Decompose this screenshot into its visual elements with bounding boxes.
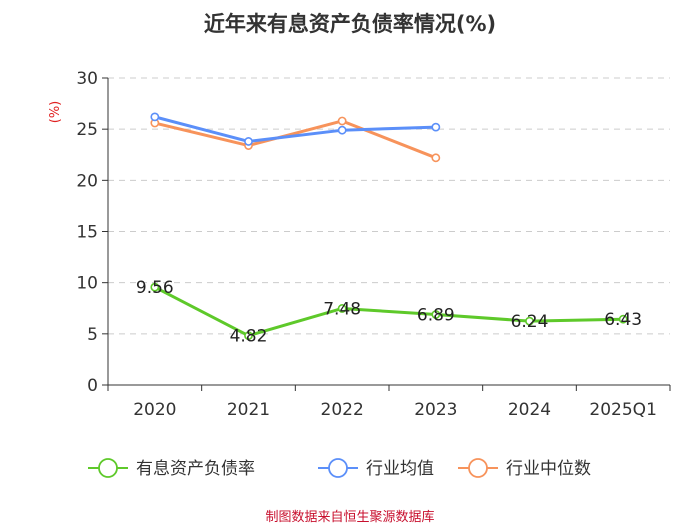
point-s0-2021: [244, 331, 253, 341]
legend-marker-2: [468, 458, 488, 478]
y-tick-label-20: 20: [76, 171, 98, 191]
x-tick-label-2020: 2020: [133, 400, 176, 420]
legend-marker-0: [98, 458, 118, 478]
x-tick-labels: 2020 2021 2022 2023 2024 2025Q1: [133, 400, 657, 420]
x-tick-label-2024: 2024: [508, 400, 551, 420]
data-label-2020: 9.56: [136, 278, 174, 298]
y-tick-label-10: 10: [76, 274, 98, 294]
point-s0-2024: [525, 316, 534, 326]
y-axis-label: (%): [48, 101, 63, 124]
point-s0-2022: [337, 304, 347, 313]
y-tick-label-30: 30: [76, 69, 98, 89]
data-label-2021: 4.82: [230, 327, 268, 347]
y-tick-labels: 0 5 10 15 20 25 30: [76, 69, 98, 396]
y-tick-label-25: 25: [76, 120, 98, 140]
legend-marker-1: [328, 458, 348, 478]
data-label-2024: 6.24: [511, 312, 549, 332]
series-line-0: [154, 285, 624, 338]
point-s0-2023: [431, 310, 441, 319]
series-line-1: [154, 115, 436, 143]
point-s2-2023: [431, 153, 441, 163]
x-tick-label-2022: 2022: [321, 400, 364, 420]
legend: 有息资产负债率 行业均值 行业中位数: [88, 458, 591, 479]
legend-label-0: 有息资产负债率: [136, 459, 255, 479]
x-tick-label-2023: 2023: [414, 400, 457, 420]
point-s1-2023: [431, 122, 441, 132]
y-tick-label-0: 0: [87, 376, 98, 396]
point-s1-2021: [244, 137, 253, 146]
y-tick-label-15: 15: [76, 223, 98, 243]
data-label-2023: 6.89: [417, 305, 455, 325]
legend-label-2: 行业中位数: [506, 459, 591, 479]
point-s1-2022: [337, 125, 347, 135]
data-labels: 9.56 4.82 7.48 6.89 6.24 6.43: [136, 278, 642, 347]
data-label-2025Q1: 6.43: [604, 310, 642, 330]
point-s0-2025Q1: [618, 314, 628, 324]
x-tick-label-2025Q1: 2025Q1: [589, 400, 656, 420]
series-line-2: [154, 119, 437, 160]
y-tick-label-5: 5: [87, 325, 98, 345]
point-s2-2022: [337, 116, 347, 126]
point-s1-2020: [150, 112, 160, 122]
data-label-2022: 7.48: [323, 299, 361, 319]
source-note: 制图数据来自恒生聚源数据库: [265, 510, 435, 525]
legend-label-1: 行业均值: [366, 459, 434, 479]
chart-title: 近年来有息资产负债率情况(%): [203, 12, 497, 36]
x-tick-label-2021: 2021: [227, 400, 270, 420]
point-s0-2020: [150, 282, 160, 292]
series-lines: [150, 112, 628, 341]
axes: [107, 78, 671, 391]
